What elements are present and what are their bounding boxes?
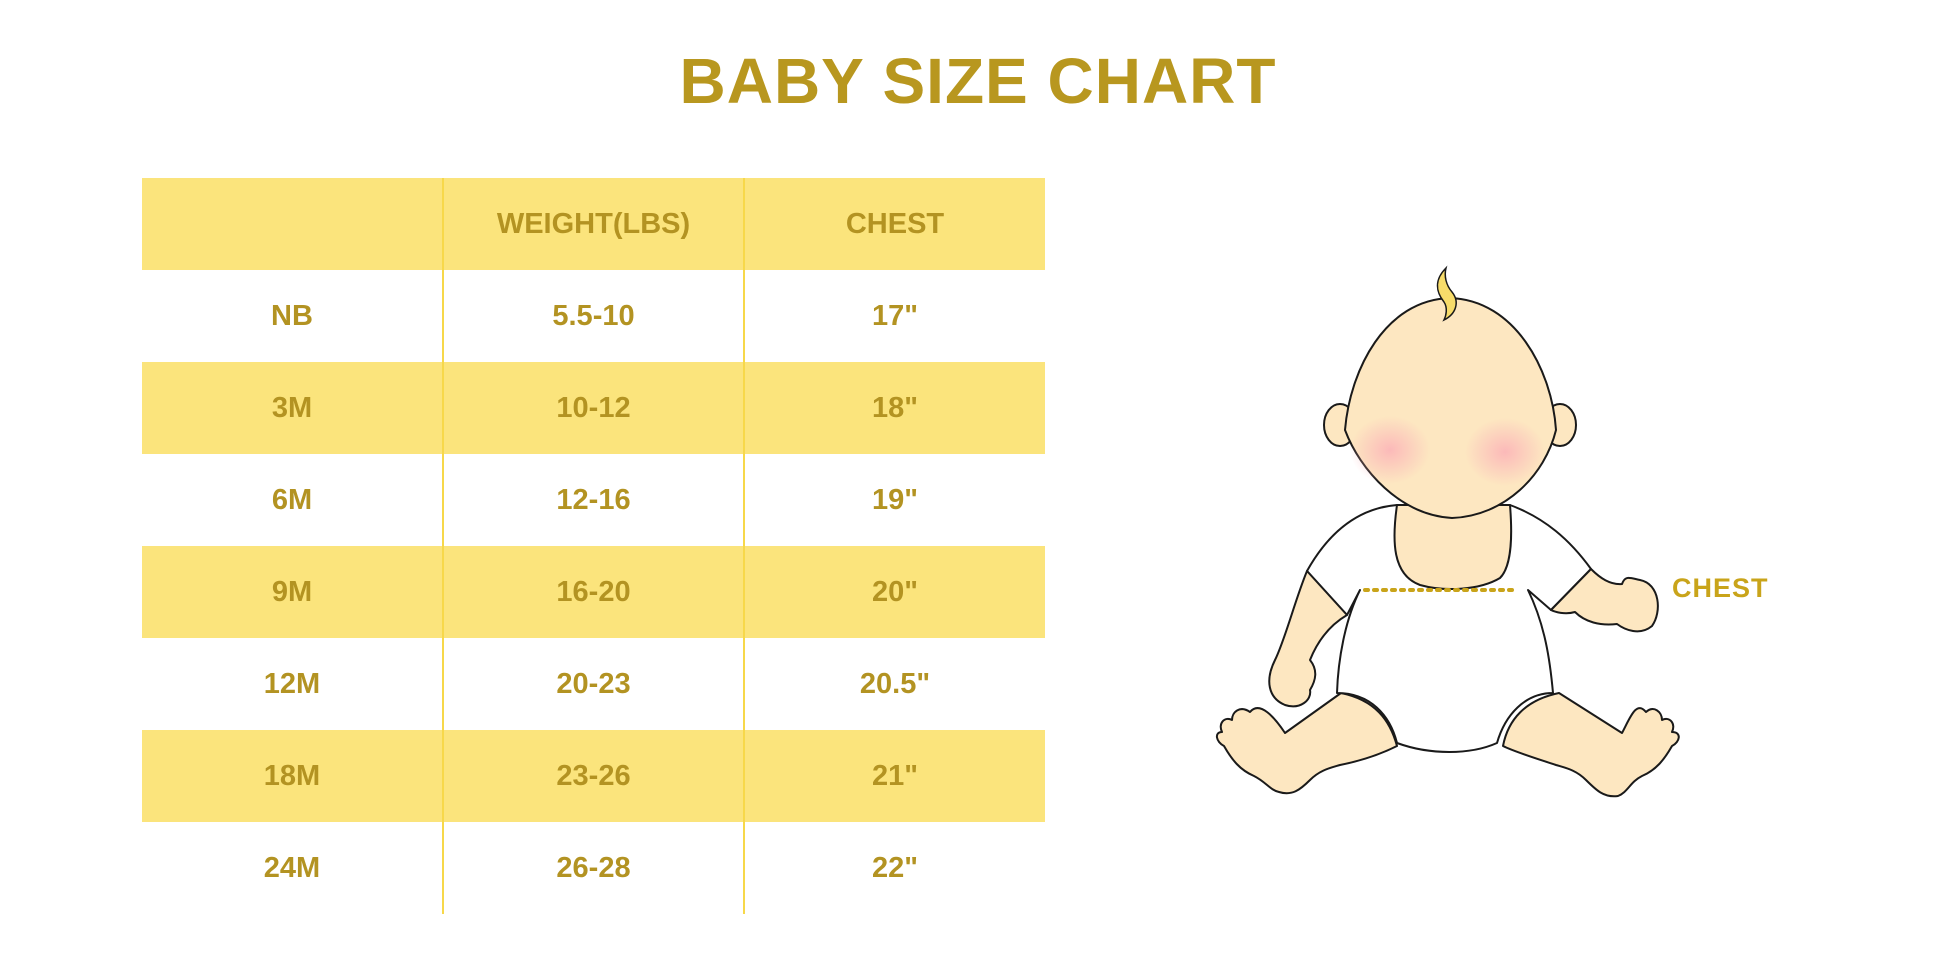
chest-cell: 21" — [743, 730, 1045, 822]
size-cell: 12M — [263, 667, 321, 700]
weight-cell: 23-26 — [442, 730, 744, 822]
table-row: 12M 20-23 20.5" — [142, 638, 1045, 730]
left-leg — [1216, 692, 1398, 795]
chest-cell: 18" — [743, 362, 1045, 454]
hair-curl-icon — [1436, 265, 1457, 322]
onesie — [1306, 504, 1592, 753]
table-row: 6M 12-16 19" — [142, 454, 1045, 546]
right-arm — [1550, 568, 1659, 633]
chest-cell: 17" — [743, 270, 1045, 362]
header-cell: CHEST — [743, 178, 1045, 270]
head — [1344, 297, 1557, 519]
chest-cell: 20.5" — [743, 638, 1045, 730]
table-row: 24M 26-28 22" — [142, 822, 1045, 914]
weight-cell: 12-16 — [442, 454, 744, 546]
table-row: 3M 10-12 18" — [142, 362, 1045, 454]
weight-cell: 10-12 — [442, 362, 744, 454]
table-row: 18M 23-26 21" — [142, 730, 1045, 822]
chest-cell: 20" — [743, 546, 1045, 638]
header-cell — [142, 178, 443, 270]
size-cell: 24M — [263, 851, 321, 884]
weight-cell: 5.5-10 — [442, 270, 744, 362]
chest-label: CHEST — [1672, 573, 1769, 603]
weight-cell: 20-23 — [442, 638, 744, 730]
weight-cell: 16-20 — [442, 546, 744, 638]
chest-cell: 19" — [743, 454, 1045, 546]
header-cell: WEIGHT(LBS) — [442, 178, 744, 270]
size-cell: 3M — [142, 362, 443, 454]
chest-cell: 22" — [743, 822, 1045, 914]
table-row: 9M 16-20 20" — [142, 546, 1045, 638]
table-row: NB 5.5-10 17" — [142, 270, 1045, 362]
size-table: WEIGHT(LBS) CHEST NB 5.5-10 17" 3M 10-12 18"… — [142, 178, 1045, 914]
size-cell: 18M — [142, 730, 443, 822]
left-cheek-blush — [1350, 416, 1430, 484]
left-arm — [1268, 570, 1348, 708]
right-leg — [1502, 692, 1680, 798]
table-header-row: WEIGHT(LBS) CHEST — [142, 178, 1045, 270]
right-cheek-blush — [1465, 418, 1545, 486]
size-cell: 6M — [271, 483, 313, 516]
page-title: BABY SIZE CHART — [679, 45, 1277, 117]
weight-cell: 26-28 — [442, 822, 744, 914]
size-cell: NB — [271, 299, 313, 332]
size-cell: 9M — [142, 546, 443, 638]
